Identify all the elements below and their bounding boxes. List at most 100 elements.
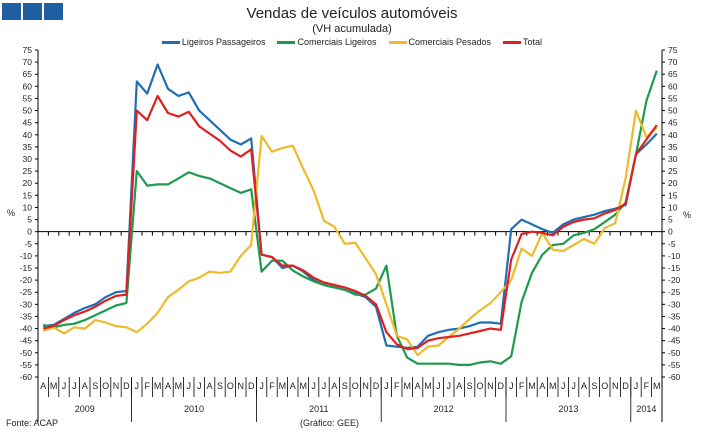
y-tick-label-right: 30 [668, 154, 678, 164]
y-tick-label-left: -60 [20, 372, 33, 382]
month-label: M [549, 381, 557, 391]
month-label: O [352, 381, 359, 391]
month-label: M [403, 381, 411, 391]
month-label: J [197, 381, 202, 391]
legend-label: Total [523, 37, 543, 47]
month-label: S [467, 381, 473, 391]
y-tick-label-left: 55 [23, 93, 33, 103]
y-tick-label-right: 35 [668, 142, 678, 152]
legend-item: Ligeiros Passageiros [161, 37, 265, 47]
logo-square [23, 3, 42, 20]
month-label: J [187, 381, 192, 391]
month-label: A [207, 381, 213, 391]
month-label: M [424, 381, 432, 391]
month-label: O [227, 381, 234, 391]
y-tick-label-right: 70 [668, 57, 678, 67]
month-label: S [92, 381, 98, 391]
y-tick-label-right: 55 [668, 93, 678, 103]
month-label: M [653, 381, 661, 391]
month-label: F [394, 381, 400, 391]
month-label: A [331, 381, 337, 391]
month-label: N [238, 381, 245, 391]
y-tick-label-right: -60 [668, 372, 681, 382]
y-tick-label-left: -55 [20, 360, 33, 370]
month-label: A [539, 381, 545, 391]
year-label: 2010 [184, 404, 204, 414]
y-tick-label-left: 60 [23, 81, 33, 91]
legend-swatch [277, 40, 296, 44]
y-tick-label-right: 20 [668, 178, 678, 188]
month-label: A [415, 381, 421, 391]
year-label: 2013 [558, 404, 578, 414]
month-label: A [290, 381, 296, 391]
series-line-comerciais-ligeiros [42, 70, 658, 366]
y-tick-label-left: 45 [23, 118, 33, 128]
month-label: J [436, 381, 441, 391]
month-label: O [476, 381, 483, 391]
month-label: M [299, 381, 307, 391]
y-axis-label-left: % [7, 208, 15, 218]
y-tick-label-right: 60 [668, 81, 678, 91]
y-tick-label-right: 45 [668, 118, 678, 128]
y-axis-label-right: % [683, 210, 691, 220]
y-tick-label-right: -30 [668, 299, 681, 309]
month-label: O [102, 381, 109, 391]
month-label: J [259, 381, 264, 391]
y-tick-label-left: -40 [20, 324, 33, 334]
y-tick-label-left: -5 [24, 239, 32, 249]
series-line-comerciais-pesados [42, 109, 658, 357]
y-tick-label-right: -10 [668, 251, 681, 261]
y-tick-label-left: 0 [27, 227, 32, 237]
legend-label: Comerciais Pesados [408, 37, 492, 47]
series-line-ligeiros-passageiros [43, 63, 658, 349]
y-tick-label-right: -35 [668, 311, 681, 321]
month-label: D [622, 381, 629, 391]
year-label: 2012 [434, 404, 454, 414]
y-tick-label-left: -10 [20, 251, 33, 261]
month-label: J [447, 381, 452, 391]
y-tick-label-left: 40 [23, 130, 33, 140]
month-label: J [135, 381, 140, 391]
source-note: Fonte: ACAP [6, 418, 59, 428]
month-label: A [40, 381, 46, 391]
month-label: N [113, 381, 120, 391]
year-label: 2014 [636, 404, 656, 414]
month-label: F [644, 381, 650, 391]
y-tick-label-right: 50 [668, 106, 678, 116]
month-label: S [342, 381, 348, 391]
month-label: M [279, 381, 287, 391]
legend-item: Comerciais Pesados [388, 37, 492, 47]
month-label: S [217, 381, 223, 391]
month-label: F [519, 381, 525, 391]
month-label: O [601, 381, 608, 391]
y-tick-label-right: 0 [668, 227, 673, 237]
month-label: F [144, 381, 150, 391]
month-label: N [362, 381, 369, 391]
y-tick-label-right: 25 [668, 166, 678, 176]
month-label: A [581, 381, 587, 391]
y-tick-label-right: 65 [668, 69, 678, 79]
month-label: M [50, 381, 58, 391]
series-line-total [42, 94, 658, 351]
y-tick-label-left: -45 [20, 336, 33, 346]
month-label: J [72, 381, 77, 391]
month-label: M [175, 381, 183, 391]
month-label: J [634, 381, 639, 391]
y-tick-label-left: -15 [20, 263, 33, 273]
logo-square [44, 3, 63, 20]
y-tick-label-left: -30 [20, 299, 33, 309]
y-tick-label-right: -15 [668, 263, 681, 273]
logo-square [2, 3, 21, 20]
legend-label: Comerciais Ligeiros [297, 37, 377, 47]
y-tick-label-right: -50 [668, 348, 681, 358]
y-tick-label-left: -35 [20, 311, 33, 321]
legend-swatch [161, 40, 180, 44]
y-tick-label-left: 20 [23, 178, 33, 188]
legend-item: Comerciais Ligeiros [277, 37, 377, 47]
month-label: D [373, 381, 380, 391]
y-tick-label-right: -55 [668, 360, 681, 370]
chart-title: Vendas de veículos automóveis [246, 5, 458, 22]
y-tick-label-left: 10 [23, 202, 33, 212]
